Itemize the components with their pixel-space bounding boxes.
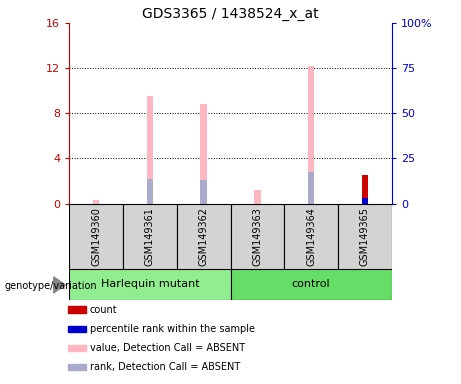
Bar [177, 204, 230, 269]
Text: GSM149363: GSM149363 [252, 207, 262, 266]
Bar [147, 179, 153, 204]
Bar [201, 104, 207, 204]
Text: GSM149361: GSM149361 [145, 207, 155, 266]
Text: count: count [89, 305, 117, 314]
Bar [68, 326, 86, 332]
Bar [68, 306, 86, 313]
Bar [123, 204, 177, 269]
Bar [201, 180, 207, 204]
Text: value, Detection Call = ABSENT: value, Detection Call = ABSENT [89, 343, 245, 353]
Bar [338, 204, 392, 269]
Title: GDS3365 / 1438524_x_at: GDS3365 / 1438524_x_at [142, 7, 319, 21]
Text: GSM149365: GSM149365 [360, 207, 370, 266]
Bar [362, 198, 368, 204]
Text: GSM149362: GSM149362 [199, 207, 209, 266]
Text: GSM149364: GSM149364 [306, 207, 316, 266]
Bar [69, 204, 123, 269]
Bar [68, 364, 86, 370]
Bar [230, 204, 284, 269]
Bar [254, 190, 260, 204]
Polygon shape [53, 277, 65, 293]
Bar [69, 269, 230, 300]
Bar [147, 96, 153, 204]
Text: GSM149360: GSM149360 [91, 207, 101, 266]
Bar [284, 204, 338, 269]
Bar [308, 66, 314, 204]
Bar [68, 345, 86, 351]
Bar [308, 172, 314, 204]
Text: Harlequin mutant: Harlequin mutant [100, 279, 199, 289]
Text: genotype/variation: genotype/variation [5, 281, 97, 291]
Text: control: control [292, 279, 331, 289]
Text: rank, Detection Call = ABSENT: rank, Detection Call = ABSENT [89, 362, 240, 372]
Bar [230, 269, 392, 300]
Text: percentile rank within the sample: percentile rank within the sample [89, 324, 254, 334]
Bar [362, 175, 368, 204]
Bar [93, 200, 99, 204]
